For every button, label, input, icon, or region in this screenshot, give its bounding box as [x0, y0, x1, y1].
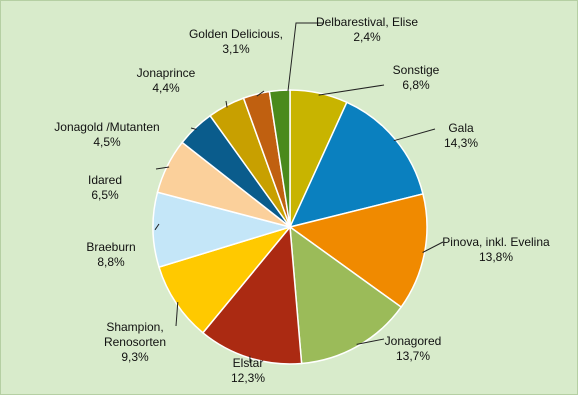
slice-value: 2,4%: [353, 30, 381, 44]
slice-name: Jonagored: [385, 334, 442, 348]
slice-name: Renosorten: [104, 335, 166, 349]
slice-value: 6,5%: [91, 188, 119, 202]
slice-value: 4,4%: [152, 81, 180, 95]
slice-name: Idared: [88, 173, 122, 187]
leader-line-2: [394, 129, 435, 141]
slice-name: Jonaprince: [137, 66, 196, 80]
slice-name: Gala: [448, 121, 474, 135]
slice-name: Sonstige: [393, 63, 440, 77]
slice-name: Jonagold /Mutanten: [54, 120, 159, 134]
leader-line-1: [319, 85, 384, 95]
slice-name: Elstar: [233, 356, 264, 370]
slice-name: Pinova, inkl. Evelina: [442, 235, 550, 249]
slice-value: 8,8%: [97, 255, 125, 269]
slice-value: 4,5%: [93, 135, 121, 149]
slice-value: 9,3%: [121, 350, 149, 364]
slice-value: 6,8%: [402, 78, 430, 92]
slice-value: 14,3%: [444, 136, 478, 150]
slice-value: 3,1%: [222, 42, 250, 56]
leader-line-12: [288, 23, 323, 91]
slice-value: 12,3%: [231, 371, 265, 385]
slice-label-11: Golden Delicious,3,1%: [189, 27, 283, 56]
slice-value: 13,8%: [479, 250, 513, 264]
pie-slices: [153, 90, 427, 364]
slice-name: Shampion,: [106, 320, 163, 334]
slice-name: Golden Delicious,: [189, 27, 283, 41]
slice-name: Braeburn: [86, 240, 135, 254]
slice-name: Delbarestival, Elise: [316, 15, 418, 29]
slice-value: 13,7%: [396, 349, 430, 363]
